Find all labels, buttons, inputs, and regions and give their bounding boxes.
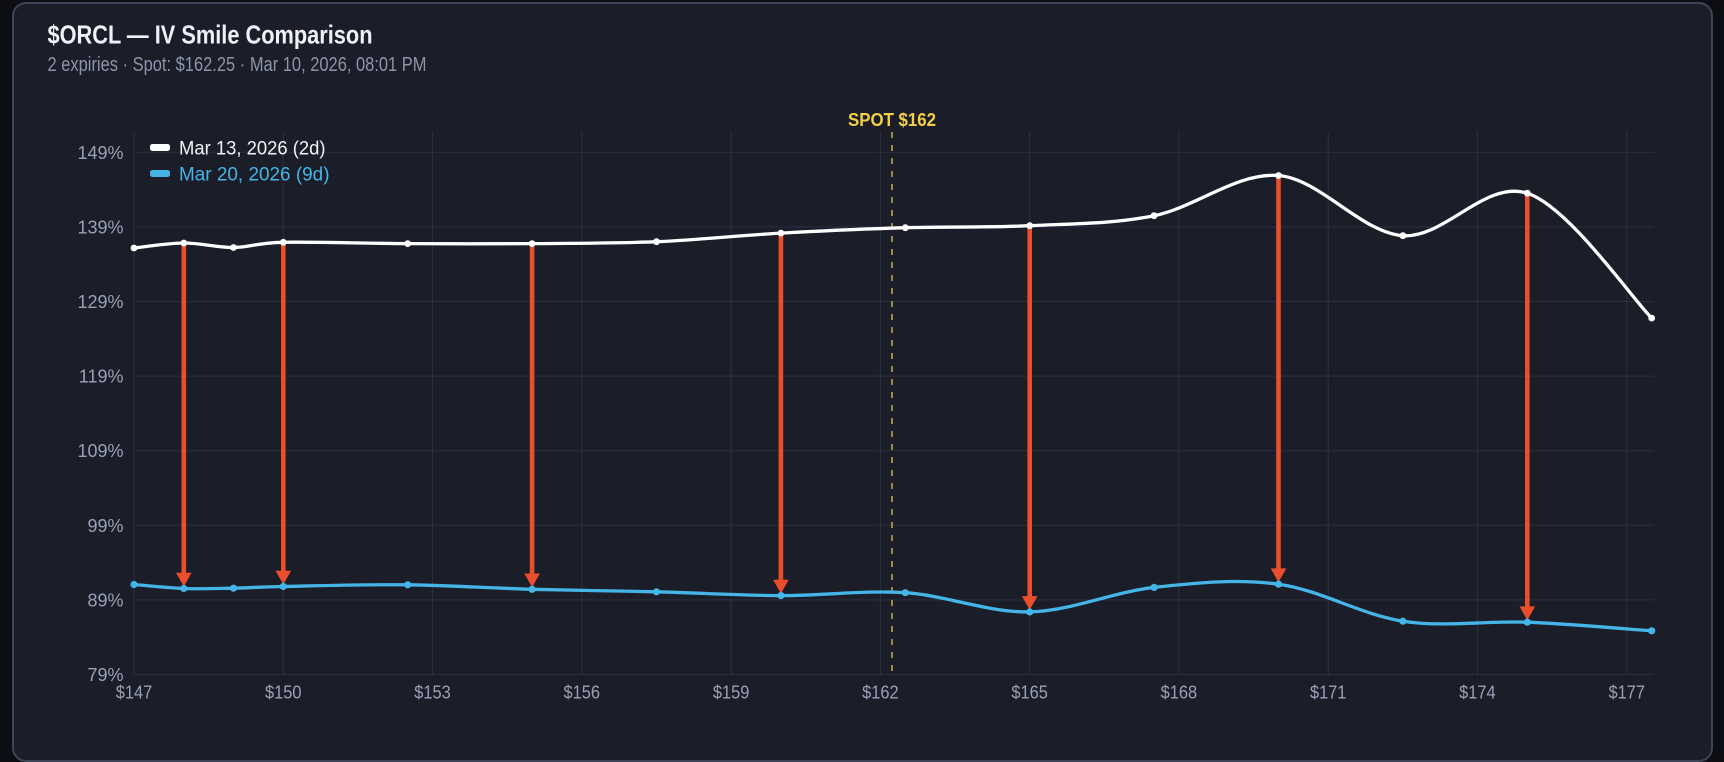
svg-text:89%: 89% (87, 590, 123, 610)
svg-text:$171: $171 (1310, 683, 1347, 703)
svg-text:Mar 20, 2026 (9d): Mar 20, 2026 (9d) (179, 165, 330, 186)
svg-text:$153: $153 (414, 683, 451, 703)
svg-text:$156: $156 (564, 683, 601, 703)
svg-text:149%: 149% (77, 143, 123, 163)
svg-text:$162: $162 (862, 683, 899, 703)
svg-text:109%: 109% (77, 441, 123, 461)
svg-text:139%: 139% (77, 217, 123, 237)
svg-text:$177: $177 (1608, 683, 1645, 703)
svg-text:SPOT $162: SPOT $162 (848, 110, 936, 130)
svg-text:$150: $150 (265, 683, 302, 703)
svg-text:$159: $159 (713, 683, 750, 703)
svg-text:$174: $174 (1459, 683, 1496, 703)
svg-text:79%: 79% (87, 665, 123, 685)
svg-text:129%: 129% (77, 292, 123, 312)
svg-text:99%: 99% (87, 516, 123, 536)
svg-text:$168: $168 (1161, 683, 1198, 703)
svg-text:$ORCL — IV Smile Comparison: $ORCL — IV Smile Comparison (48, 20, 373, 50)
svg-text:119%: 119% (79, 367, 124, 387)
svg-text:2 expiries · Spot: $162.25 · M: 2 expiries · Spot: $162.25 · Mar 10, 202… (48, 54, 427, 76)
svg-text:Mar 13, 2026 (2d): Mar 13, 2026 (2d) (179, 139, 326, 160)
svg-text:$165: $165 (1011, 683, 1048, 703)
svg-text:$147: $147 (116, 683, 153, 703)
